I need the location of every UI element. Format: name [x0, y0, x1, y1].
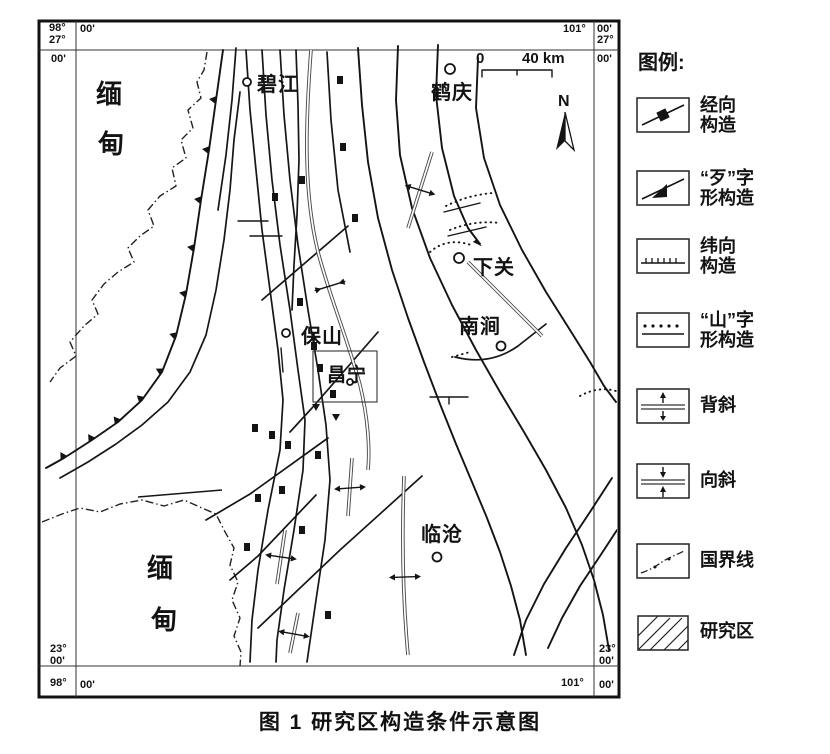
meridional-structure-squares — [244, 76, 358, 619]
coord-br-lat: 23° — [599, 643, 616, 655]
fold-axes — [275, 48, 544, 657]
legend-item-national-boundary: 国界线 — [636, 543, 826, 583]
city-label-changning: 昌宁 — [327, 365, 368, 386]
town-markers — [242, 63, 507, 563]
city-label-lincang: 临沧 — [421, 524, 463, 546]
coord-br-lat-min: 00' — [599, 655, 614, 667]
meridional-structure-icon — [636, 97, 690, 133]
legend-item-shan-shaped: “山”字 形构造 — [636, 310, 826, 352]
coord-bl-lat-min: 00' — [50, 655, 65, 667]
coord-tl-lat-min: 00' — [51, 53, 66, 65]
coord-bl-lon-min: 00' — [80, 679, 95, 691]
north-label: N — [558, 93, 570, 110]
shan-shaped-structure-icon — [636, 312, 690, 348]
scale-end-label: 40 km — [522, 50, 565, 67]
coord-br-lon-min: 00' — [599, 679, 614, 691]
legend-item-syncline: 向斜 — [636, 463, 826, 503]
thrust-faults — [45, 44, 617, 656]
national-boundary-line — [41, 51, 242, 667]
coord-bl-lon: 98° — [50, 677, 67, 689]
syncline-icon — [636, 463, 690, 499]
coord-tr-lat-min: 00' — [597, 53, 612, 65]
coord-tl-lat: 27° — [49, 34, 66, 46]
legend-item-latitudinal: 纬向 构造 — [636, 236, 826, 278]
study-area-icon — [637, 615, 689, 651]
map-frame — [37, 19, 621, 699]
city-label-xiaguan: 下关 — [473, 257, 515, 279]
faults — [59, 47, 547, 663]
coord-tl-lon: 98° — [49, 22, 66, 34]
shan-structure-dotted-lines — [429, 192, 617, 397]
coord-br-lon: 101° — [561, 677, 584, 689]
north-arrow — [556, 111, 576, 153]
anticline-icon — [636, 388, 690, 424]
city-label-heqing: 鹤庆 — [431, 82, 473, 104]
legend-title: 图例: — [638, 52, 685, 74]
region-label-myanmar-top-2: 甸 — [98, 129, 125, 159]
scale-bar — [481, 69, 553, 78]
coord-tr-lat: 27° — [597, 34, 614, 46]
region-label-myanmar-bottom-2: 甸 — [151, 605, 178, 635]
scale-start-label: 0 — [476, 50, 485, 67]
latitudinal-structure-icon — [636, 238, 690, 274]
city-label-baoshan: 保山 — [301, 326, 343, 348]
coord-bl-lat: 23° — [50, 643, 67, 655]
legend-item-dai-shaped: “歹”字 形构造 — [636, 168, 826, 210]
city-label-nanjian: 南涧 — [459, 316, 501, 338]
city-label-bijiang: 碧江 — [257, 74, 299, 96]
dai-shaped-structure-icon — [636, 170, 690, 206]
legend-item-anticline: 背斜 — [636, 388, 826, 428]
legend-item-study-area: 研究区 — [636, 614, 826, 654]
legend-item-meridional: 经向 构造 — [636, 95, 826, 137]
coord-tl-lon-min: 00' — [80, 23, 95, 35]
coord-tr-lon-min: 00' — [597, 23, 612, 35]
region-label-myanmar-top-1: 缅 — [96, 79, 123, 109]
national-boundary-icon — [636, 543, 690, 579]
figure-caption: 图 1 研究区构造条件示意图 — [258, 711, 542, 734]
latitudinal-structure-line — [137, 489, 223, 498]
study-area-box — [312, 350, 378, 403]
coord-tr-lon: 101° — [563, 23, 586, 35]
region-label-myanmar-bottom-1: 缅 — [147, 553, 174, 583]
